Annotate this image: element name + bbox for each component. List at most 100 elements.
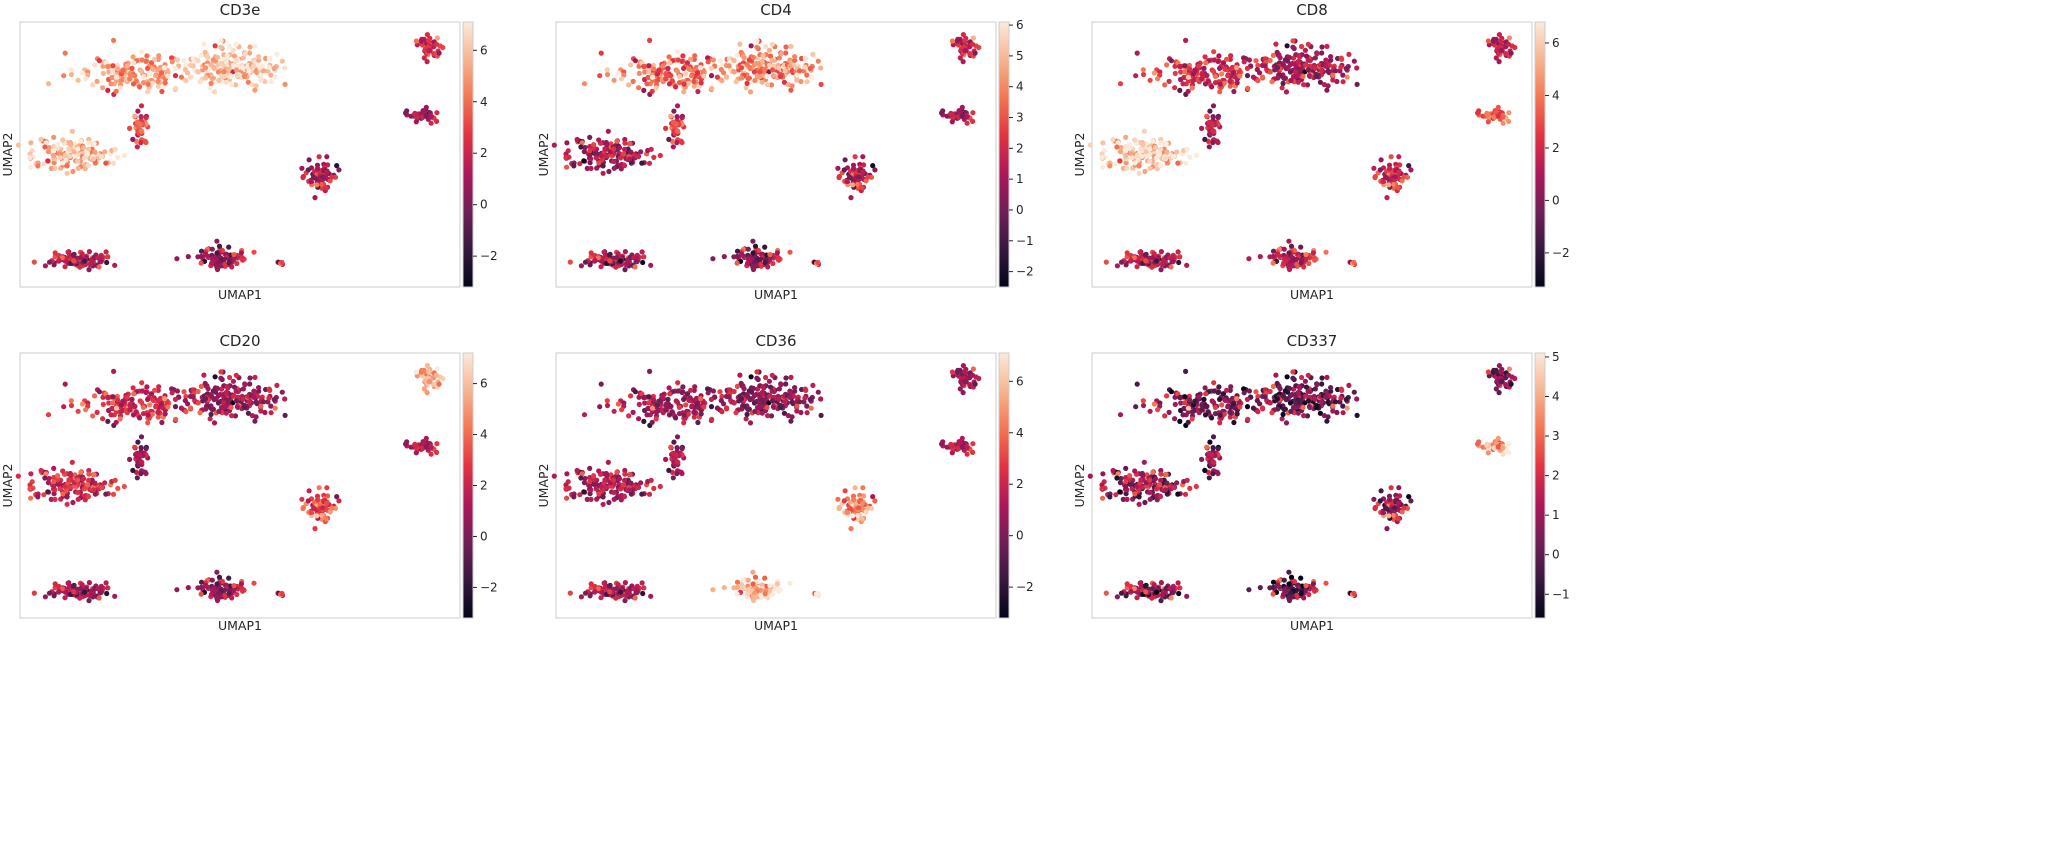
point xyxy=(848,195,854,201)
point xyxy=(172,404,179,410)
point xyxy=(115,485,121,491)
point xyxy=(96,264,102,270)
point xyxy=(131,60,137,66)
point xyxy=(121,483,127,490)
point xyxy=(1245,85,1251,91)
point xyxy=(426,378,433,384)
point xyxy=(131,391,137,397)
point xyxy=(636,416,642,422)
point xyxy=(667,391,673,397)
point xyxy=(759,410,765,416)
point xyxy=(98,153,105,160)
colorbar-tick-label: 2 xyxy=(480,479,488,493)
point xyxy=(689,404,695,410)
point xyxy=(266,55,272,61)
point xyxy=(300,505,306,512)
point xyxy=(229,413,235,419)
point xyxy=(613,255,620,261)
point xyxy=(767,62,773,68)
point xyxy=(138,103,145,109)
point xyxy=(1300,404,1306,411)
point xyxy=(582,144,588,151)
point xyxy=(808,74,814,80)
point xyxy=(1270,248,1277,254)
point xyxy=(1330,408,1336,414)
point xyxy=(204,584,211,590)
point xyxy=(111,37,117,44)
point xyxy=(604,473,610,479)
point xyxy=(671,439,677,445)
point xyxy=(1323,249,1329,255)
point xyxy=(246,68,252,74)
point xyxy=(43,140,49,146)
point xyxy=(705,55,711,61)
point xyxy=(1288,408,1294,414)
point xyxy=(787,63,793,69)
point xyxy=(104,590,110,597)
point xyxy=(752,243,759,249)
point xyxy=(426,369,432,375)
point xyxy=(789,414,795,420)
point xyxy=(600,163,606,169)
point xyxy=(794,408,800,414)
point xyxy=(108,81,114,87)
point xyxy=(1257,254,1263,260)
point xyxy=(424,59,430,65)
point xyxy=(424,363,430,369)
point xyxy=(55,142,61,148)
point xyxy=(1293,74,1299,80)
point xyxy=(1153,258,1160,264)
point xyxy=(62,264,68,270)
point xyxy=(1244,65,1250,71)
point xyxy=(81,258,88,264)
point xyxy=(90,487,97,493)
point xyxy=(1338,395,1344,401)
point xyxy=(615,401,622,407)
point xyxy=(1290,38,1296,44)
point xyxy=(205,55,211,61)
point xyxy=(216,594,223,600)
point xyxy=(1351,259,1357,266)
point xyxy=(748,374,754,380)
point xyxy=(646,491,653,497)
point xyxy=(667,60,673,66)
point xyxy=(598,153,604,159)
point xyxy=(641,394,647,401)
point xyxy=(691,409,697,415)
point xyxy=(155,67,161,73)
point xyxy=(1288,77,1294,83)
point xyxy=(597,404,603,410)
point xyxy=(1298,244,1304,250)
point xyxy=(1354,412,1360,418)
point xyxy=(113,74,119,80)
point xyxy=(762,591,768,597)
point xyxy=(688,387,694,393)
point xyxy=(1384,195,1390,201)
point xyxy=(226,591,232,597)
point xyxy=(844,179,850,185)
point xyxy=(261,68,267,74)
point xyxy=(740,584,747,590)
point xyxy=(52,250,58,256)
point xyxy=(680,384,686,390)
point xyxy=(1217,89,1223,95)
colorbar xyxy=(462,21,474,288)
point xyxy=(663,125,669,131)
point xyxy=(1296,53,1302,59)
point xyxy=(174,256,180,262)
point xyxy=(77,264,83,270)
point xyxy=(1273,41,1279,47)
point xyxy=(1299,374,1305,381)
point xyxy=(844,509,850,516)
point xyxy=(622,140,628,146)
point xyxy=(564,495,570,501)
point xyxy=(46,590,53,596)
point xyxy=(139,388,145,394)
point xyxy=(64,163,70,169)
point xyxy=(1283,420,1290,426)
point xyxy=(815,389,821,395)
point xyxy=(578,144,584,150)
point xyxy=(271,65,277,72)
